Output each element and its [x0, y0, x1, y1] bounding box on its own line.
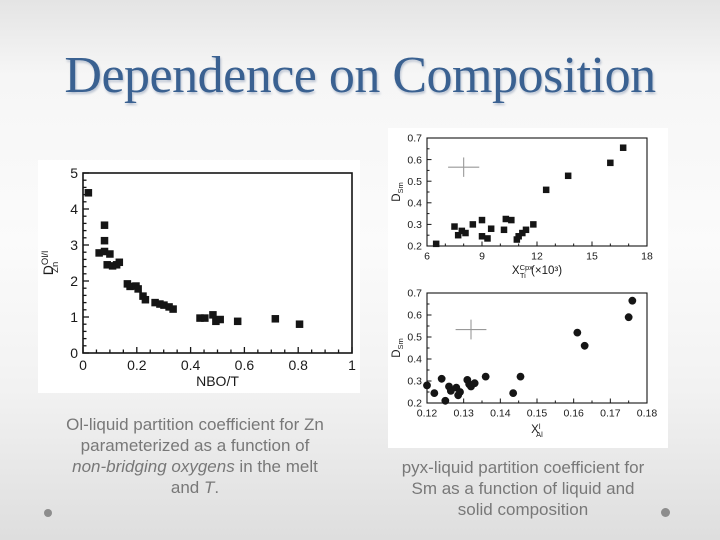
sm-charts-panel: 6 9 12 15 18 0.2 0.3 0.4 0.5 0.6 0.7 XCpx Ti (×10³) D… [388, 128, 668, 448]
svg-text:0.8: 0.8 [288, 357, 308, 373]
svg-text:6: 6 [424, 251, 430, 263]
svg-text:0.6: 0.6 [407, 310, 422, 322]
sm-caption: pyx-liquid partition coefficient for Sm a… [401, 458, 645, 519]
svg-text:0.2: 0.2 [407, 241, 422, 253]
svg-text:0.14: 0.14 [490, 408, 511, 420]
svg-text:DOl/lZn: DOl/lZn [40, 251, 61, 275]
sm-vs-ti-scatter-chart: 6 9 12 15 18 0.2 0.3 0.4 0.5 0.6 0.7 XCpx Ti (×10³) D… [391, 133, 653, 280]
svg-text:0.17: 0.17 [600, 408, 621, 420]
svg-text:0.7: 0.7 [407, 133, 422, 145]
svg-text:9: 9 [479, 251, 485, 263]
svg-text:0.2: 0.2 [127, 357, 147, 373]
svg-text:0.3: 0.3 [407, 219, 422, 231]
svg-text:0.13: 0.13 [453, 408, 474, 420]
svg-text:12: 12 [531, 251, 543, 263]
svg-text:0.2: 0.2 [407, 398, 422, 410]
svg-text:0.5: 0.5 [407, 176, 422, 188]
svg-text:15: 15 [586, 251, 598, 263]
svg-text:DSm: DSm [391, 182, 405, 202]
svg-text:5: 5 [70, 165, 78, 181]
zn-caption: Ol-liquid partition coefficient for Zn pa… [66, 415, 324, 497]
svg-text:1: 1 [70, 309, 78, 325]
svg-text:0.15: 0.15 [527, 408, 548, 420]
svg-text:3: 3 [70, 237, 78, 253]
svg-text:0.6: 0.6 [407, 154, 422, 166]
svg-text:18: 18 [641, 251, 653, 263]
svg-text:0: 0 [70, 345, 78, 361]
svg-text:0.4: 0.4 [181, 357, 201, 373]
sm-vs-al-scatter-chart: 0.12 0.13 0.14 0.15 0.16 0.17 0.18 0.2 0.3 0.4 0.5… [391, 288, 658, 439]
slide-title: Dependence on Composition [64, 47, 656, 104]
svg-text:1: 1 [348, 357, 356, 373]
decorative-dot-left [44, 509, 52, 517]
decorative-dot-right [661, 508, 670, 517]
svg-text:0.16: 0.16 [563, 408, 584, 420]
svg-text:0.3: 0.3 [407, 376, 422, 388]
svg-text:0.6: 0.6 [235, 357, 255, 373]
svg-text:0: 0 [79, 357, 87, 373]
svg-text:0.12: 0.12 [417, 408, 438, 420]
svg-text:0.18: 0.18 [637, 408, 658, 420]
svg-text:2: 2 [70, 273, 78, 289]
zn-chart-panel: 0 0.2 0.4 0.6 0.8 1 0 1 2 3 4 5 NBO/T DOl/lZn [38, 160, 360, 393]
svg-text:DSm: DSm [391, 338, 405, 358]
svg-text:0.4: 0.4 [407, 354, 422, 366]
svg-text:4: 4 [70, 201, 78, 217]
svg-text:0.7: 0.7 [407, 288, 422, 300]
svg-text:NBO/T: NBO/T [196, 373, 239, 389]
svg-text:0.5: 0.5 [407, 332, 422, 344]
svg-text:0.4: 0.4 [407, 197, 422, 209]
zn-vs-nbot-scatter-chart: 0 0.2 0.4 0.6 0.8 1 0 1 2 3 4 5 NBO/T DOl/lZn [40, 165, 356, 389]
